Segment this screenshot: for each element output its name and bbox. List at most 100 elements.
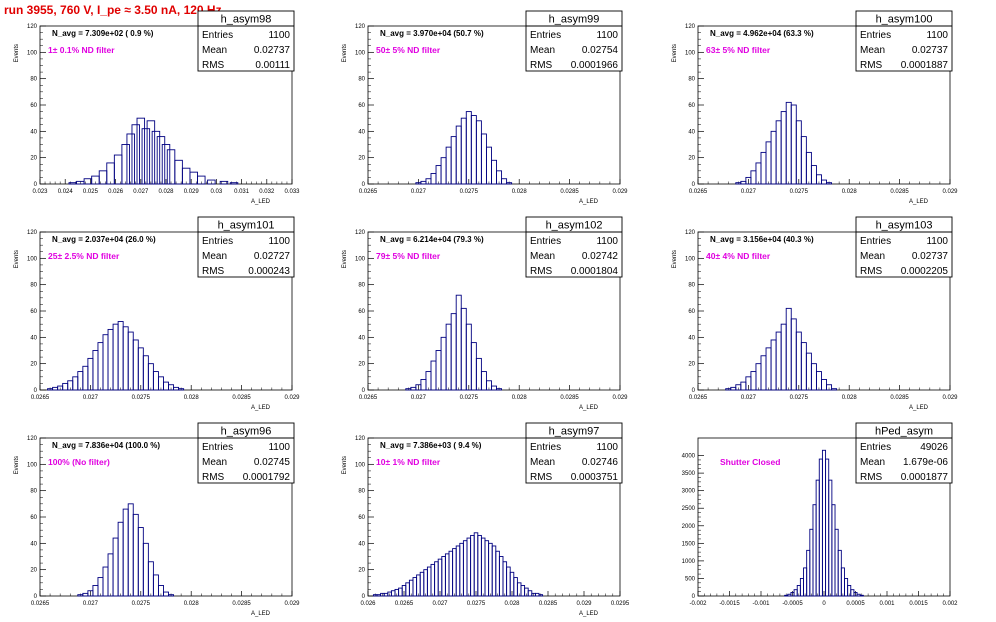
page-title: run 3955, 760 V, I_pe ≈ 3.50 nA, 120 Hz <box>4 3 222 17</box>
y-tick-label: 60 <box>358 103 365 109</box>
y-tick-label: 0 <box>34 594 38 600</box>
x-tick-label: 0.0285 <box>890 189 909 195</box>
y-tick-label: 20 <box>30 362 37 368</box>
x-tick-label: 0.028 <box>842 189 858 195</box>
stats-value-rms: 0.00111 <box>255 60 290 71</box>
stats-box-frame <box>855 216 953 278</box>
stats-label-mean: Mean <box>860 45 885 56</box>
x-tick-label: 0.028 <box>504 601 520 607</box>
histogram-bin <box>800 342 807 391</box>
histogram-bin <box>107 328 114 391</box>
histogram-name: h_asym102 <box>546 220 603 232</box>
histogram-bin <box>484 540 490 597</box>
x-tick-label: 0.0295 <box>611 601 630 607</box>
x-tick-label: 0.002 <box>942 601 958 607</box>
histogram-bin <box>790 318 797 391</box>
stats-label-mean: Mean <box>202 251 227 262</box>
stats-box: hPed_asym Entries 49026 Mean 1.679e-06 RMS 0.0… <box>855 422 953 484</box>
stats-label-rms: RMS <box>202 60 225 71</box>
stats-box: h_asym97 Entries 1100 Mean 0.02746 RMS 0.00037… <box>525 422 623 484</box>
histogram-bin <box>496 170 503 185</box>
x-tick-label: 0.032 <box>259 189 275 195</box>
y-tick-label: 120 <box>27 436 38 442</box>
stats-box-frame <box>197 216 295 278</box>
histogram-bin <box>765 141 772 185</box>
histogram-bin <box>491 159 497 185</box>
y-tick-label: 20 <box>358 156 365 162</box>
x-tick-label: 0.028 <box>512 395 528 401</box>
histogram-bin <box>161 144 171 185</box>
stats-box-frame <box>525 216 623 278</box>
x-tick-label: -0.002 <box>689 601 707 607</box>
y-tick-label: 80 <box>358 283 365 289</box>
histogram-bin <box>450 313 457 391</box>
y-tick-label: 100 <box>685 256 696 262</box>
histogram-bin <box>52 386 59 391</box>
histogram-bin <box>815 174 822 185</box>
x-tick-label: 0.029 <box>576 601 592 607</box>
x-tick-label: 0.0275 <box>467 601 486 607</box>
y-tick-label: 20 <box>688 362 695 368</box>
y-tick-label: 20 <box>30 156 37 162</box>
histogram-bin <box>496 388 503 391</box>
x-tick-label: 0.0285 <box>232 395 251 401</box>
histogram-bin <box>750 371 757 391</box>
x-tick-label: 0.0275 <box>790 189 809 195</box>
histogram-bin <box>178 388 185 391</box>
stats-label-entries: Entries <box>202 236 233 247</box>
y-tick-label: 60 <box>30 515 37 521</box>
y-tick-label: 80 <box>30 489 37 495</box>
y-tick-label: 80 <box>30 283 37 289</box>
stats-value-rms: 0.0003751 <box>571 472 619 483</box>
stats-label-entries: Entries <box>530 442 561 453</box>
stats-value-entries: 1100 <box>268 236 290 247</box>
filter-annotation: 25± 2.5% ND filter <box>48 251 120 261</box>
histogram-panel-h_asym98: 0.023 0.024 0.025 0.026 0.027 0.028 0.029 0.03 0… <box>14 10 300 205</box>
histogram-bin <box>430 563 436 597</box>
y-tick-label: 120 <box>355 230 366 236</box>
stats-label-entries: Entries <box>860 236 891 247</box>
histogram-bin <box>455 294 462 391</box>
histogram-bin <box>441 556 446 597</box>
histogram-bin <box>506 182 513 185</box>
histogram-bin <box>163 591 169 597</box>
histogram-bin <box>799 577 804 597</box>
histogram-bin <box>112 537 119 597</box>
y-tick-label: 100 <box>685 50 696 56</box>
histogram-bin <box>136 117 146 185</box>
histogram-panel-h_asym100: 0.0265 0.027 0.0275 0.028 0.0285 0.029 0 20 40 60… <box>672 10 958 205</box>
histogram-bin <box>166 149 176 185</box>
histogram-bin <box>62 382 69 391</box>
y-tick-label: 60 <box>30 103 37 109</box>
histogram-bin <box>831 504 836 597</box>
histogram-bin <box>121 144 130 185</box>
x-tick-label: 0.029 <box>612 189 628 195</box>
stats-label-rms: RMS <box>860 60 883 71</box>
histogram-bin <box>77 371 84 391</box>
y-tick-label: 40 <box>358 129 365 135</box>
histogram-bin <box>197 175 206 185</box>
histogram-bin <box>112 323 119 391</box>
y-tick-label: 100 <box>27 256 38 262</box>
y-axis-label: Events <box>14 250 20 268</box>
y-tick-label: 40 <box>358 541 365 547</box>
histogram-bin <box>502 561 508 597</box>
histogram-bin <box>423 569 428 597</box>
histogram-bin <box>122 326 129 391</box>
histogram-bin <box>488 542 493 597</box>
histogram-bin <box>106 162 115 185</box>
histogram-bin <box>426 566 432 597</box>
histogram-bin <box>760 151 767 185</box>
histogram-bin <box>445 323 452 391</box>
x-tick-label: 0.0285 <box>560 395 579 401</box>
y-tick-label: 0 <box>362 594 366 600</box>
y-tick-label: 120 <box>27 230 38 236</box>
histogram-bin <box>137 347 144 391</box>
histogram-panel-h_asym99: 0.0265 0.027 0.0275 0.028 0.0285 0.029 0 20 40 60… <box>342 10 628 205</box>
stats-value-mean: 1.679e-06 <box>903 457 948 468</box>
stats-box: h_asym98 Entries 1100 Mean 0.02737 RMS 0.00111 <box>197 10 295 72</box>
histogram-bin <box>831 388 838 391</box>
x-axis-label: A_LED <box>251 199 271 205</box>
histogram-panel-h_asym102: 0.0265 0.027 0.0275 0.028 0.0285 0.029 0 20 40 60… <box>342 216 628 411</box>
y-tick-label: 40 <box>30 541 37 547</box>
